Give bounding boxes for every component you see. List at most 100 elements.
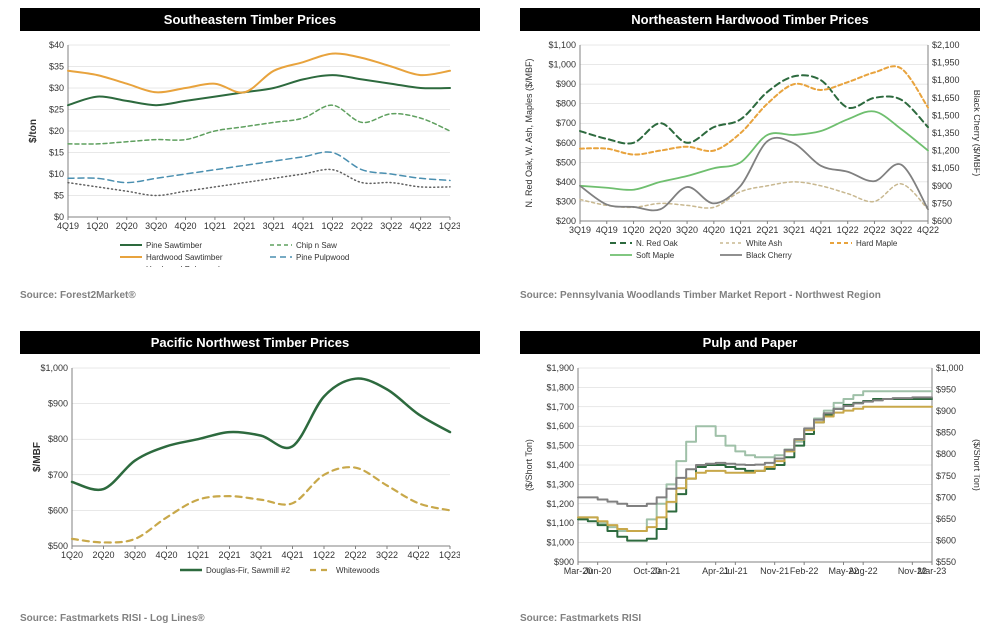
svg-text:1Q20: 1Q20	[86, 221, 108, 231]
svg-text:4Q21: 4Q21	[292, 221, 314, 231]
svg-text:$900: $900	[48, 399, 68, 409]
svg-text:Black Cherry ($/MBF): Black Cherry ($/MBF)	[972, 90, 980, 177]
source-pnw: Source: Fastmarkets RISI - Log Lines®	[20, 613, 480, 624]
title-pp: Pulp and Paper	[520, 331, 980, 354]
svg-text:1Q21: 1Q21	[204, 221, 226, 231]
svg-text:$/ton: $/ton	[28, 119, 39, 143]
svg-text:$750: $750	[932, 198, 952, 208]
svg-text:Hardwood Sawtimber: Hardwood Sawtimber	[146, 253, 223, 262]
svg-text:Jan-21: Jan-21	[653, 566, 681, 576]
svg-text:$600: $600	[556, 138, 576, 148]
svg-text:($/Short Ton): ($/Short Ton)	[972, 439, 980, 491]
svg-text:$1,000: $1,000	[40, 363, 68, 373]
svg-text:2Q20: 2Q20	[92, 550, 114, 560]
svg-text:4Q20: 4Q20	[175, 221, 197, 231]
svg-text:N. Red Oak, W. Ash, Maples ($/: N. Red Oak, W. Ash, Maples ($/MBF)	[524, 58, 534, 207]
chart-grid: Southeastern Timber Prices $0$5$10$15$20…	[20, 8, 980, 624]
chart-ne: $200$300$400$500$600$700$800$900$1,000$1…	[520, 37, 980, 286]
svg-text:2Q22: 2Q22	[863, 225, 885, 235]
svg-text:$1,100: $1,100	[546, 518, 574, 528]
svg-text:$850: $850	[936, 428, 956, 438]
svg-text:$1,500: $1,500	[932, 110, 960, 120]
svg-text:$600: $600	[48, 505, 68, 515]
svg-text:4Q20: 4Q20	[703, 225, 725, 235]
svg-text:$300: $300	[556, 196, 576, 206]
svg-text:Douglas-Fir, Sawmill #2: Douglas-Fir, Sawmill #2	[206, 566, 291, 575]
svg-text:$1,950: $1,950	[932, 58, 960, 68]
svg-text:Feb-22: Feb-22	[790, 566, 819, 576]
svg-text:Aug-22: Aug-22	[849, 566, 878, 576]
svg-text:$1,900: $1,900	[546, 363, 574, 373]
svg-text:$10: $10	[49, 169, 64, 179]
svg-text:$15: $15	[49, 148, 64, 158]
svg-text:1Q22: 1Q22	[313, 550, 335, 560]
svg-text:Chip n Saw: Chip n Saw	[296, 241, 337, 250]
svg-text:$1,000: $1,000	[936, 363, 964, 373]
svg-text:$1,200: $1,200	[932, 146, 960, 156]
svg-text:Jun-20: Jun-20	[584, 566, 612, 576]
svg-text:1Q20: 1Q20	[61, 550, 83, 560]
svg-text:$/MBF: $/MBF	[32, 442, 43, 472]
chart-se: $0$5$10$15$20$25$30$35$404Q191Q202Q203Q2…	[20, 37, 480, 286]
svg-text:$2,100: $2,100	[932, 40, 960, 50]
source-ne: Source: Pennsylvania Woodlands Timber Ma…	[520, 290, 980, 301]
svg-text:$1,400: $1,400	[546, 460, 574, 470]
svg-text:2Q22: 2Q22	[344, 550, 366, 560]
svg-text:$750: $750	[936, 471, 956, 481]
svg-text:$700: $700	[48, 470, 68, 480]
svg-text:Pine Pulpwood: Pine Pulpwood	[296, 253, 349, 262]
svg-text:$400: $400	[556, 177, 576, 187]
svg-text:1Q23: 1Q23	[439, 550, 460, 560]
title-pnw: Pacific Northwest Timber Prices	[20, 331, 480, 354]
svg-text:$25: $25	[49, 105, 64, 115]
svg-text:Jul-21: Jul-21	[723, 566, 748, 576]
svg-text:3Q22: 3Q22	[376, 550, 398, 560]
svg-text:$950: $950	[936, 385, 956, 395]
svg-text:3Q21: 3Q21	[783, 225, 805, 235]
svg-text:N. Red Oak: N. Red Oak	[636, 239, 679, 248]
svg-text:3Q20: 3Q20	[124, 550, 146, 560]
svg-text:$1,700: $1,700	[546, 402, 574, 412]
svg-text:$5: $5	[54, 191, 64, 201]
chart-pnw: $500$600$700$800$900$1,0001Q202Q203Q204Q…	[20, 360, 480, 609]
svg-text:$800: $800	[936, 449, 956, 459]
svg-text:$1,500: $1,500	[546, 441, 574, 451]
svg-text:$650: $650	[936, 514, 956, 524]
panel-ne: Northeastern Hardwood Timber Prices $200…	[520, 8, 980, 301]
svg-text:2Q21: 2Q21	[218, 550, 240, 560]
svg-text:$1,600: $1,600	[546, 421, 574, 431]
svg-text:3Q20: 3Q20	[676, 225, 698, 235]
svg-text:2Q20: 2Q20	[116, 221, 138, 231]
svg-text:2Q22: 2Q22	[351, 221, 373, 231]
svg-text:$20: $20	[49, 126, 64, 136]
title-ne: Northeastern Hardwood Timber Prices	[520, 8, 980, 31]
svg-text:4Q20: 4Q20	[155, 550, 177, 560]
svg-text:$900: $900	[932, 181, 952, 191]
svg-text:3Q21: 3Q21	[250, 550, 272, 560]
svg-text:4Q21: 4Q21	[281, 550, 303, 560]
svg-text:$1,200: $1,200	[546, 499, 574, 509]
svg-text:$1,800: $1,800	[932, 75, 960, 85]
svg-text:2Q20: 2Q20	[649, 225, 671, 235]
svg-text:3Q21: 3Q21	[263, 221, 285, 231]
svg-text:4Q19: 4Q19	[57, 221, 79, 231]
svg-text:4Q19: 4Q19	[596, 225, 618, 235]
svg-text:$900: $900	[936, 406, 956, 416]
svg-text:$1,000: $1,000	[548, 60, 576, 70]
svg-text:$1,350: $1,350	[932, 128, 960, 138]
svg-text:$1,000: $1,000	[546, 538, 574, 548]
svg-text:Pine Sawtimber: Pine Sawtimber	[146, 241, 202, 250]
svg-text:$35: $35	[49, 62, 64, 72]
chart-pp: $900$1,000$1,100$1,200$1,300$1,400$1,500…	[520, 360, 980, 609]
svg-text:Mar-23: Mar-23	[918, 566, 947, 576]
svg-text:$800: $800	[556, 99, 576, 109]
svg-text:3Q22: 3Q22	[890, 225, 912, 235]
svg-text:$1,100: $1,100	[548, 40, 576, 50]
svg-text:$900: $900	[556, 79, 576, 89]
svg-text:Hard Maple: Hard Maple	[856, 239, 898, 248]
svg-text:($/Short Ton): ($/Short Ton)	[524, 439, 534, 491]
title-se: Southeastern Timber Prices	[20, 8, 480, 31]
svg-text:$700: $700	[556, 118, 576, 128]
svg-text:3Q22: 3Q22	[380, 221, 402, 231]
svg-text:Black Cherry: Black Cherry	[746, 251, 792, 260]
